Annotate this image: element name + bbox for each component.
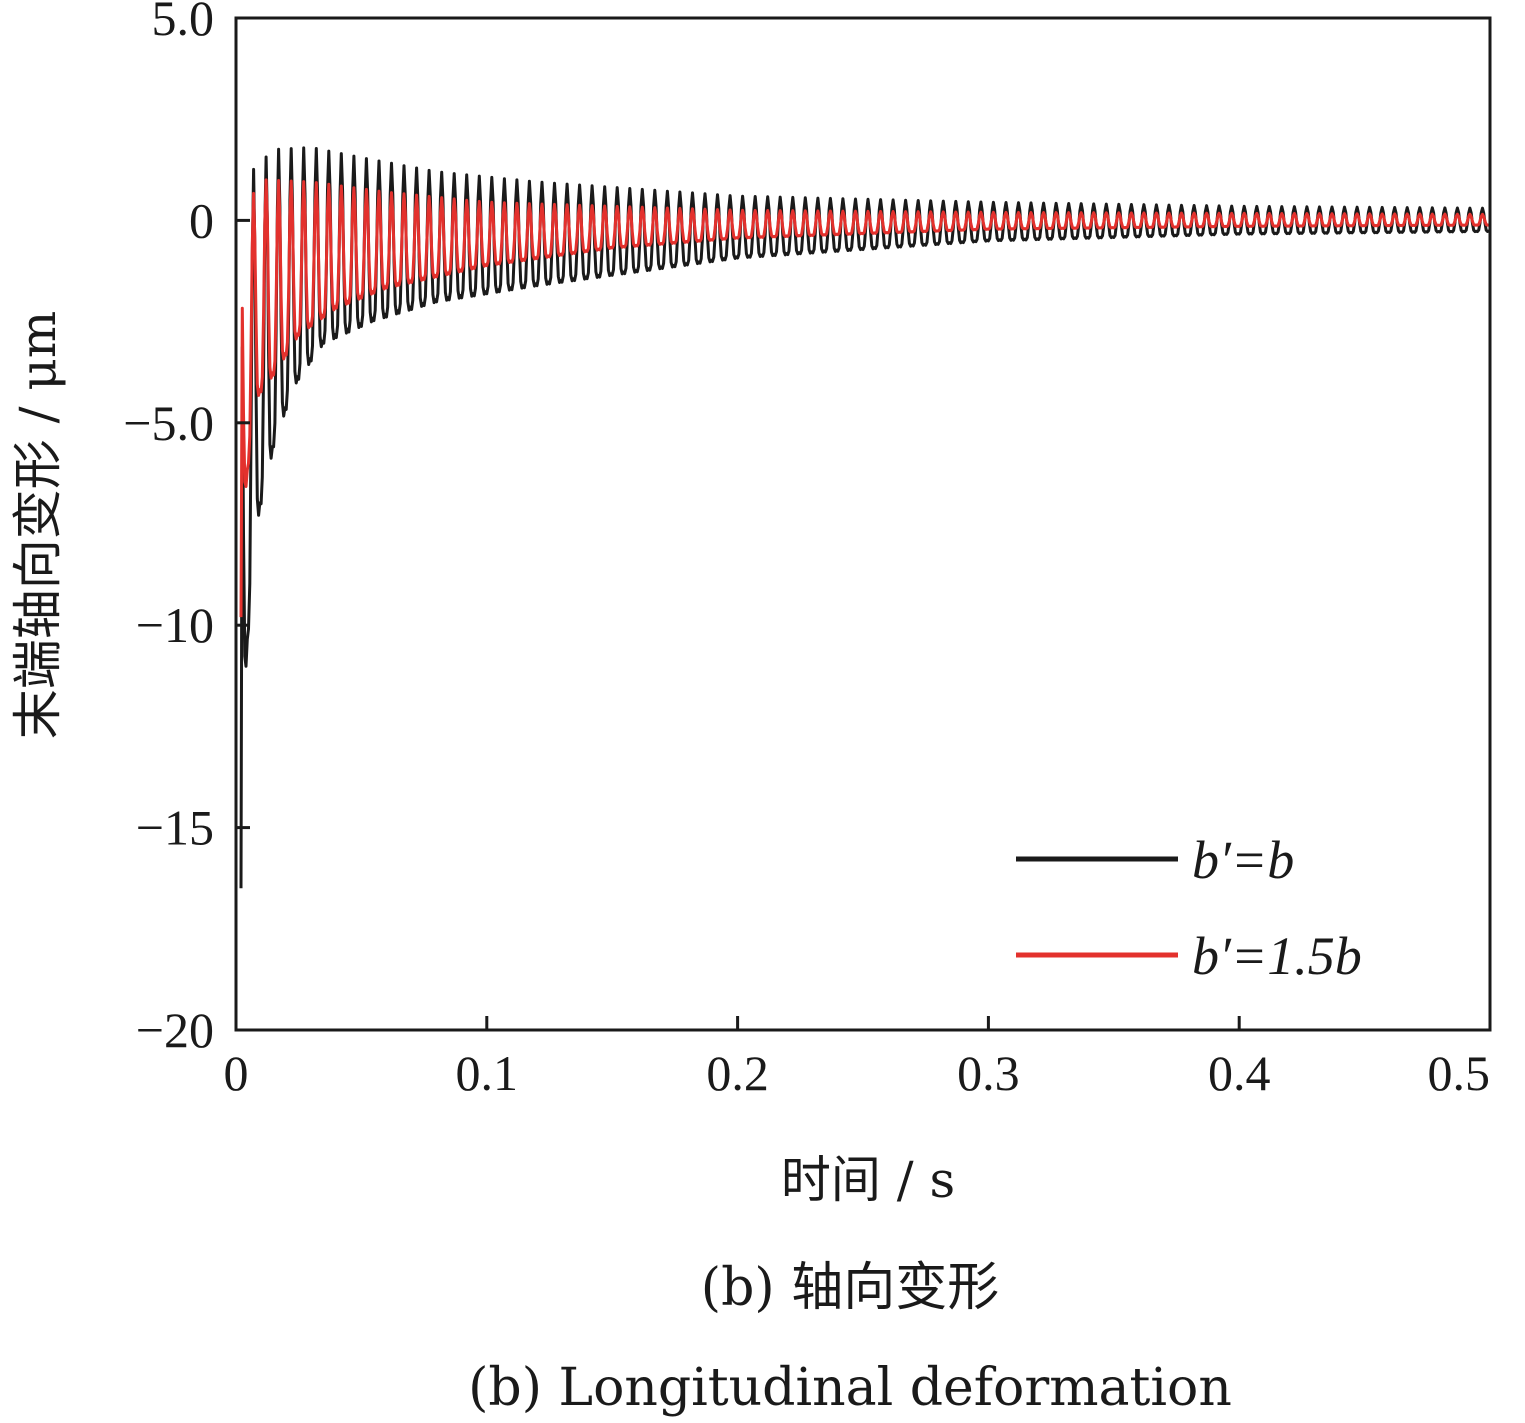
x-tick-label: 0.2 <box>706 1045 769 1101</box>
legend-label-b-equals-1-5b: b′=1.5b <box>1192 926 1362 986</box>
x-axis-title: 时间 / s <box>781 1151 955 1209</box>
y-tick-label: 0 <box>189 192 214 248</box>
ticks-layer: 0 0.1 0.2 0.3 0.4 0.5 5.0 0 −5.0 −10 −15 −20 <box>123 0 1492 1101</box>
y-tick-label: 5.0 <box>152 0 215 46</box>
series-line-1 <box>239 178 1491 618</box>
y-tick-label: −10 <box>136 597 214 653</box>
y-tick-label: −15 <box>136 800 214 856</box>
legend-label-b-equals-b: b′=b <box>1192 830 1294 890</box>
caption-chinese: (b) 轴向变形 <box>701 1258 999 1318</box>
series-layer <box>239 146 1491 889</box>
legend: b′=b b′=1.5b <box>1016 830 1362 986</box>
x-tick-label: 0.3 <box>957 1045 1020 1101</box>
x-tick-label: 0 <box>224 1045 249 1101</box>
x-tick-label: 0.4 <box>1208 1045 1271 1101</box>
y-tick-label: −20 <box>136 1002 214 1058</box>
y-tick-label: −5.0 <box>123 395 214 451</box>
x-tick-label: 0.5 <box>1428 1045 1491 1101</box>
plot-frame <box>234 16 1492 1032</box>
y-axis-title: 末端轴向变形 / μm <box>9 311 67 740</box>
x-tick-label: 0.1 <box>456 1045 519 1101</box>
caption-english: (b) Longitudinal deformation <box>468 1358 1232 1418</box>
series-line-0 <box>239 146 1491 889</box>
